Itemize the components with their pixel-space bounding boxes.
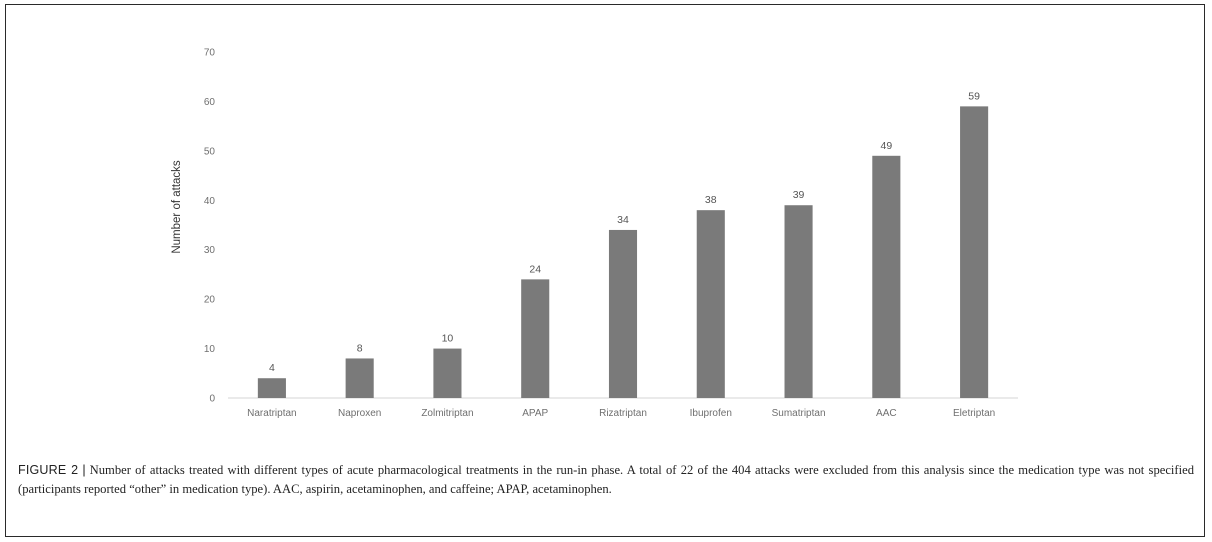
data-label: 49 (880, 140, 892, 152)
x-tick-label: Ibuprofen (690, 408, 732, 419)
x-tick-labels: Naratriptan Naproxen Zolmitriptan APAP Rizat… (247, 408, 995, 419)
figure-caption: FIGURE 2 | Number of attacks treated with … (18, 461, 1194, 499)
x-tick-label: Eletriptan (953, 408, 995, 419)
data-label: 39 (793, 189, 805, 201)
data-label: 10 (442, 333, 454, 345)
bar (872, 155, 901, 398)
y-tick-label: 70 (204, 48, 216, 59)
data-label: 8 (357, 342, 363, 354)
bar (433, 348, 462, 398)
caption-label: FIGURE 2 (18, 463, 79, 477)
y-tick-label: 60 (204, 97, 216, 108)
data-label: 59 (968, 90, 980, 102)
y-tick-label: 20 (204, 295, 216, 306)
x-tick-label: Zolmitriptan (421, 408, 473, 419)
y-tick-labels: 0 10 20 30 40 50 60 70 (204, 48, 216, 405)
y-tick-label: 50 (204, 146, 216, 157)
y-axis-title: Number of attacks (171, 160, 183, 254)
x-tick-label: Naratriptan (247, 408, 296, 419)
x-tick-label: Naproxen (338, 408, 381, 419)
bar (960, 106, 989, 398)
x-tick-label: Rizatriptan (599, 408, 647, 419)
data-label: 4 (269, 362, 275, 374)
data-label: 38 (705, 194, 717, 206)
bar (608, 229, 638, 398)
bar (521, 279, 550, 398)
bar (784, 205, 813, 398)
bar (696, 210, 725, 398)
x-tick-label: APAP (522, 408, 548, 419)
bar (257, 378, 286, 398)
bar-chart: 0 10 20 30 40 50 60 70 4 8 10 24 34 38 39 49 59 Naratri… (171, 47, 1018, 419)
bar (345, 358, 374, 398)
bars (257, 106, 989, 398)
data-labels: 4 8 10 24 34 38 39 49 59 (269, 90, 980, 374)
caption-text: Number of attacks treated with different… (18, 463, 1194, 496)
data-label: 34 (617, 214, 629, 226)
y-tick-label: 10 (204, 344, 216, 355)
data-label: 24 (529, 263, 541, 275)
x-tick-label: AAC (876, 408, 897, 419)
y-tick-label: 30 (204, 245, 216, 256)
y-tick-label: 40 (204, 196, 216, 207)
x-tick-label: Sumatriptan (772, 408, 826, 419)
y-tick-label: 0 (209, 394, 215, 405)
caption-separator: | (82, 463, 86, 477)
